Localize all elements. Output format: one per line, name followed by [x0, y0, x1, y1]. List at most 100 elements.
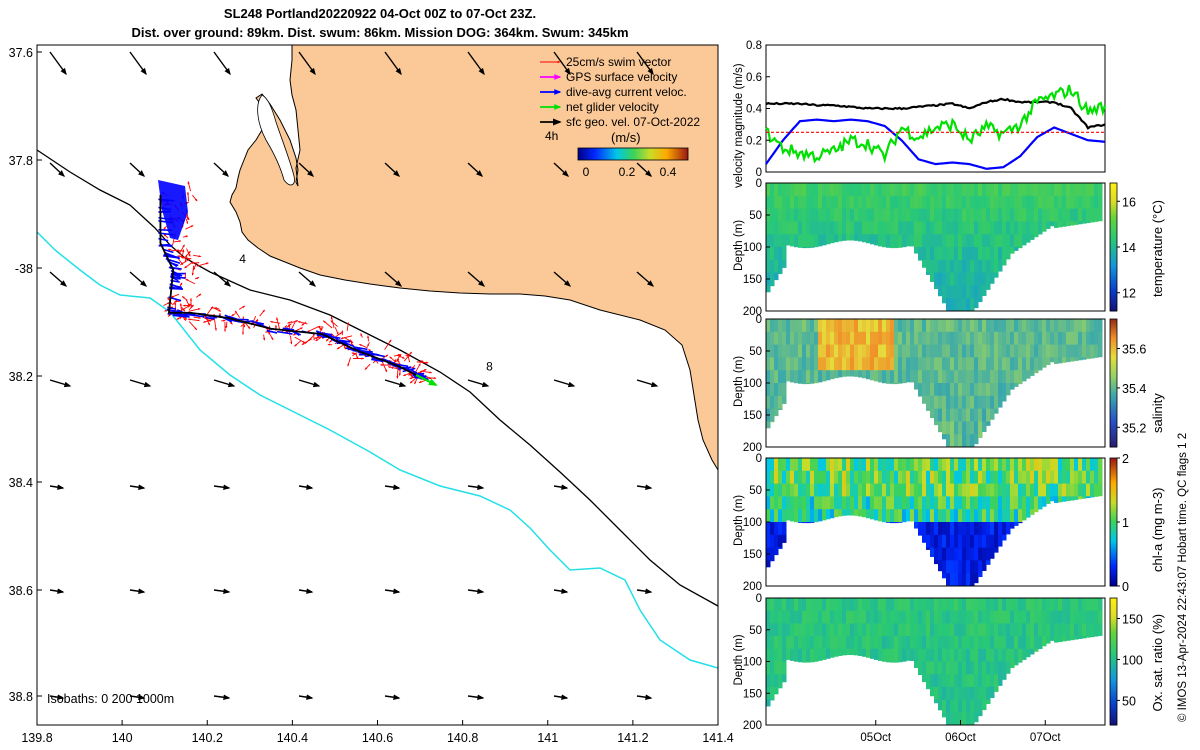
heatmap-cell	[818, 496, 823, 510]
heatmap-cell	[766, 458, 771, 472]
heatmap-cell	[1026, 344, 1031, 358]
heatmap-cell	[870, 610, 875, 624]
heatmap-colorbar-cell	[1110, 444, 1117, 448]
heatmap-cell	[978, 648, 983, 662]
heatmap-cell	[946, 221, 951, 235]
swim-vector	[352, 352, 358, 357]
heatmap-cell	[990, 408, 995, 420]
heatmap-cell	[890, 509, 895, 523]
heatmap-cell	[810, 208, 815, 222]
heatmap-cell	[826, 370, 831, 381]
heatmap-cell	[782, 395, 787, 404]
heatmap-cell	[1034, 483, 1039, 497]
heatmap-cell	[774, 509, 779, 523]
heatmap-cell	[1010, 357, 1015, 371]
heatmap-colorbar-cell	[1110, 693, 1117, 696]
heatmap-cell	[1058, 623, 1063, 637]
heatmap-cell	[954, 636, 959, 650]
heatmap-cell	[1074, 470, 1079, 485]
heatmap-cell	[978, 421, 983, 435]
heatmap-cell	[1038, 470, 1043, 485]
heatmap-cell	[826, 234, 831, 245]
heatmap-cell	[942, 370, 947, 384]
swim-vector	[358, 343, 368, 349]
heatmap-colorbar-cell	[1110, 423, 1117, 427]
heatmap-cell	[810, 636, 815, 650]
heatmap-colorbar-cell	[1110, 208, 1117, 212]
heatmap-cell	[966, 522, 971, 536]
heatmap-cell	[1098, 610, 1103, 624]
heatmap-cell	[934, 496, 939, 510]
heatmap-cell	[946, 712, 951, 725]
heatmap-colorbar-cell	[1110, 346, 1117, 350]
heatmap-cell	[978, 674, 983, 688]
heatmap-cell	[886, 522, 891, 523]
heatmap-cell	[822, 623, 827, 637]
heatmap-colorbar-cell	[1110, 504, 1117, 508]
heatmap-cell	[994, 496, 999, 510]
heatmap-cblabel: chl-a (mg m-3)	[1150, 487, 1165, 572]
swim-vector	[193, 254, 202, 258]
heatmap-cell	[1014, 598, 1019, 612]
heatmap-cell	[914, 247, 919, 254]
heatmap-cell	[1058, 598, 1063, 612]
heatmap-cell	[1062, 344, 1067, 358]
heatmap-cell	[958, 408, 963, 422]
heatmap-cell	[962, 344, 967, 358]
heatmap-cell	[786, 221, 791, 235]
heatmap-cell	[826, 344, 831, 358]
swim-vector	[267, 330, 274, 341]
heatmap-cell	[970, 421, 975, 435]
heatmap-cell	[986, 272, 991, 286]
heatmap-cell	[890, 208, 895, 222]
heatmap-cell	[1058, 208, 1063, 222]
geo-velocity-arrow	[467, 271, 486, 287]
geo-velocity-arrow	[636, 379, 659, 388]
heatmap-cell	[1006, 195, 1011, 210]
heatmap-cell	[914, 661, 919, 668]
heatmap-cell	[1038, 636, 1043, 650]
swim-vector	[196, 262, 209, 267]
heatmap-cell	[894, 483, 899, 497]
heatmap-cell	[1082, 183, 1087, 197]
heatmap-cell	[926, 247, 931, 261]
heatmap-cell	[990, 534, 995, 549]
heatmap-cell	[994, 195, 999, 210]
heatmap-cell	[986, 247, 991, 261]
heatmap-colorbar-cell	[1110, 519, 1117, 523]
heatmap-cell	[1098, 483, 1103, 497]
heatmap-cell	[822, 195, 827, 210]
heatmap-colorbar-cell	[1110, 722, 1117, 726]
heatmap-colorbar-cell	[1110, 319, 1117, 322]
heatmap-cell	[902, 234, 907, 248]
heatmap-cell	[774, 221, 779, 235]
heatmap-cell	[1014, 247, 1019, 251]
heatmap-cell	[1042, 344, 1047, 358]
heatmap-cell	[794, 344, 799, 358]
heatmap-cell	[898, 383, 903, 384]
heatmap-cell	[874, 610, 879, 624]
heatmap-cell	[922, 259, 927, 268]
heatmap-cell	[990, 522, 995, 536]
heatmap-cell	[1050, 208, 1055, 222]
heatmap-cell	[926, 496, 931, 510]
heatmap-colorbar-frame	[1109, 597, 1118, 726]
heatmap-colorbar-cell	[1110, 378, 1117, 382]
heatmap-cell	[946, 208, 951, 222]
heatmap-cell	[914, 610, 919, 624]
heatmap-cell	[1018, 509, 1023, 523]
heatmap-cell	[854, 496, 859, 510]
colorbar-cell	[687, 148, 689, 160]
heatmap-cell	[862, 357, 867, 371]
heatmap-cell	[886, 183, 891, 197]
heatmap-cblabel: temperature (°C)	[1150, 200, 1165, 297]
heatmap-cell	[934, 319, 939, 333]
heatmap-cell	[866, 195, 871, 210]
heatmap-colorbar-cell	[1110, 669, 1117, 673]
heatmap-cell	[934, 483, 939, 497]
heatmap-cell	[842, 636, 847, 650]
heatmap-cell	[882, 598, 887, 612]
heatmap-cell	[962, 298, 967, 312]
heatmap-cell	[1070, 319, 1075, 333]
colorbar-cell	[686, 148, 688, 160]
